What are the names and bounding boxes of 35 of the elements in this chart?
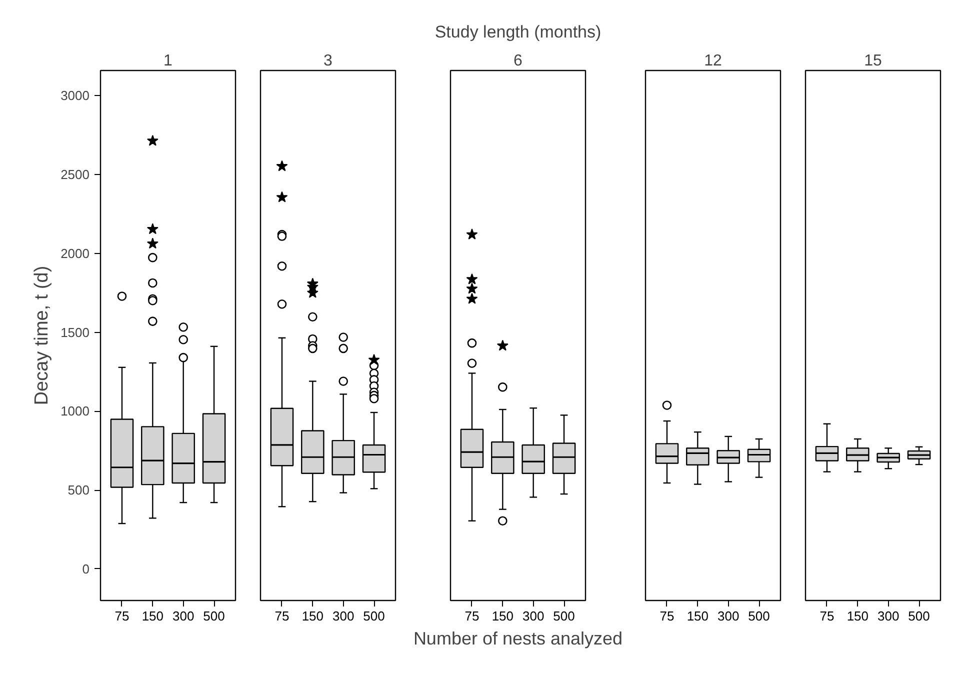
y-tick-label: 2000 <box>60 246 90 261</box>
x-tick-label: 150 <box>142 608 164 624</box>
y-tick-label: 3000 <box>60 88 90 104</box>
y-axis-title: Decay time, t (d) <box>32 266 53 406</box>
y-tick-label: 500 <box>68 482 90 498</box>
y-tick-label: 0 <box>82 561 90 576</box>
y-tick-label: 2500 <box>60 167 90 182</box>
x-tick-label: 500 <box>363 608 385 624</box>
chart-subtitle: Study length (months) <box>434 22 602 42</box>
y-tick-label: 1000 <box>60 404 90 419</box>
x-tick-label: 75 <box>274 608 290 624</box>
x-tick-label: 500 <box>748 608 770 624</box>
x-tick-label: 75 <box>114 608 130 624</box>
x-tick-label: 300 <box>522 608 544 624</box>
x-tick-label: 75 <box>820 608 834 624</box>
y-tick-label: 1500 <box>60 324 90 340</box>
chart-title: 1 <box>164 52 173 70</box>
x-tick-label: 500 <box>908 608 930 624</box>
chart-title: 6 <box>514 52 523 70</box>
x-tick-label: 300 <box>332 608 354 624</box>
x-tick-label: 75 <box>660 608 674 624</box>
x-axis-title: Number of nests analyzed <box>413 628 623 648</box>
x-tick-label: 500 <box>553 608 575 624</box>
x-tick-label: 150 <box>686 608 709 624</box>
chart-title: 3 <box>324 52 333 70</box>
x-tick-label: 300 <box>172 608 194 624</box>
x-tick-label: 150 <box>846 608 869 624</box>
x-tick-label: 300 <box>877 608 900 624</box>
x-tick-label: 300 <box>717 608 740 624</box>
chart-title: 15 <box>864 52 882 70</box>
chart-title: 12 <box>704 52 722 70</box>
x-tick-label: 150 <box>302 608 324 624</box>
x-tick-label: 150 <box>492 608 514 624</box>
x-tick-label: 500 <box>203 608 225 624</box>
x-tick-label: 75 <box>464 608 480 624</box>
